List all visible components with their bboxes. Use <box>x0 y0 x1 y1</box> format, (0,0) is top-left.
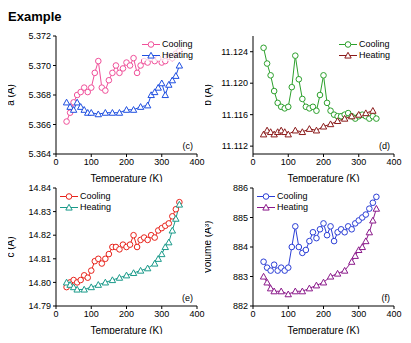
svg-text:c (Å): c (Å) <box>8 236 16 257</box>
svg-text:100: 100 <box>84 309 99 319</box>
svg-text:11.124: 11.124 <box>221 47 248 57</box>
svg-text:0: 0 <box>53 309 58 319</box>
svg-text:400: 400 <box>189 309 204 319</box>
html-text:(e): (e) <box>182 293 193 303</box>
svg-text:400: 400 <box>386 309 401 319</box>
svg-text:Temperature (K): Temperature (K) <box>287 173 359 182</box>
svg-text:14.83: 14.83 <box>28 207 51 217</box>
svg-text:5.372: 5.372 <box>28 31 51 41</box>
svg-text:0: 0 <box>250 309 255 319</box>
svg-text:200: 200 <box>316 309 331 319</box>
svg-text:300: 300 <box>351 309 366 319</box>
svg-text:200: 200 <box>119 157 134 167</box>
html-text:(f): (f) <box>381 293 390 303</box>
svg-text:100: 100 <box>84 157 99 167</box>
svg-text:11.116: 11.116 <box>222 110 248 120</box>
svg-text:400: 400 <box>189 157 204 167</box>
svg-text:100: 100 <box>281 309 296 319</box>
svg-text:886: 886 <box>233 183 248 193</box>
svg-text:5.366: 5.366 <box>28 120 51 130</box>
svg-text:Temperature (K): Temperature (K) <box>90 325 162 334</box>
html-text:Example: Example <box>8 9 62 24</box>
svg-text:14.81: 14.81 <box>28 254 51 264</box>
svg-text:200: 200 <box>316 157 331 167</box>
svg-text:100: 100 <box>281 157 296 167</box>
html-text:(c): (c) <box>182 141 193 151</box>
svg-text:884: 884 <box>233 242 248 252</box>
svg-text:400: 400 <box>386 157 401 167</box>
svg-text:14.80: 14.80 <box>28 278 51 288</box>
svg-text:a (Å): a (Å) <box>8 84 16 106</box>
html-text:Cooling: Cooling <box>162 39 193 49</box>
svg-text:11.112: 11.112 <box>222 141 248 151</box>
svg-text:300: 300 <box>351 157 366 167</box>
svg-text:Volume (Å³): Volume (Å³) <box>205 221 213 274</box>
svg-text:0: 0 <box>250 157 255 167</box>
svg-text:11.120: 11.120 <box>221 78 248 88</box>
svg-text:14.84: 14.84 <box>28 183 51 193</box>
svg-text:5.364: 5.364 <box>28 149 51 159</box>
svg-text:883: 883 <box>233 272 248 282</box>
svg-text:b (Å): b (Å) <box>205 84 213 106</box>
html-text:Cooling: Cooling <box>277 191 308 201</box>
svg-text:0: 0 <box>53 157 58 167</box>
svg-text:300: 300 <box>154 157 169 167</box>
html-text:Heating: Heating <box>277 202 308 212</box>
html-text:Heating: Heating <box>359 50 390 60</box>
svg-text:882: 882 <box>233 301 248 311</box>
html-text:Cooling: Cooling <box>359 39 390 49</box>
svg-text:Temperature (K): Temperature (K) <box>90 173 162 182</box>
svg-text:300: 300 <box>154 309 169 319</box>
svg-text:885: 885 <box>233 213 248 223</box>
svg-text:14.79: 14.79 <box>28 301 51 311</box>
html-text:Cooling: Cooling <box>80 191 111 201</box>
svg-text:Temperature (K): Temperature (K) <box>287 325 359 334</box>
html-text:(d): (d) <box>379 141 390 151</box>
html-text:Heating: Heating <box>162 50 193 60</box>
svg-text:14.82: 14.82 <box>28 230 51 240</box>
svg-text:5.368: 5.368 <box>28 90 51 100</box>
html-text:Heating: Heating <box>80 202 111 212</box>
svg-text:200: 200 <box>119 309 134 319</box>
svg-text:5.370: 5.370 <box>28 61 51 71</box>
